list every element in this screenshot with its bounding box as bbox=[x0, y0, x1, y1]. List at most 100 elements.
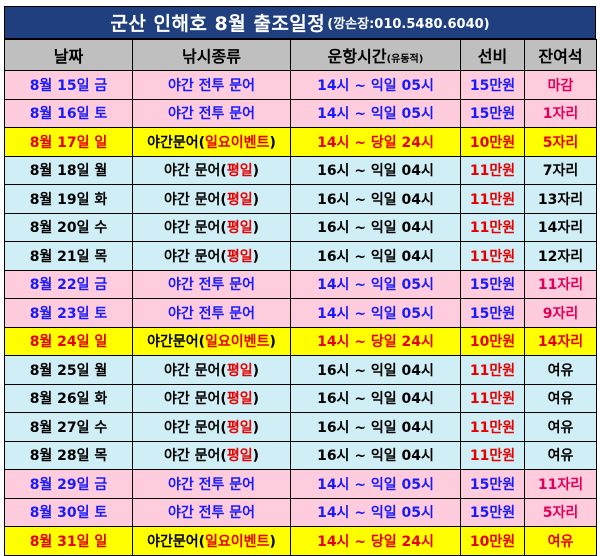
row-type-suffix: ) bbox=[252, 191, 259, 208]
table-row: 8월 26일 화 야간 문어(평일) 16시 ~ 익일 04시 11만원 여유 bbox=[4, 383, 597, 413]
row-type-text: 야간 전투 문어 bbox=[167, 77, 256, 94]
row-fishing-type: 야간 문어(평일) bbox=[132, 212, 291, 242]
row-operating-hours: 16시 ~ 익일 04시 bbox=[290, 155, 461, 185]
table-row: 8월 21일 목 야간 문어(평일) 16시 ~ 익일 04시 11만원 12자리 bbox=[4, 241, 597, 271]
row-type-text: 야간 문어( bbox=[164, 191, 227, 208]
row-operating-hours: 16시 ~ 익일 04시 bbox=[290, 355, 461, 385]
row-fee: 11만원 bbox=[460, 383, 525, 413]
table-row: 8월 31일 일 야간문어(일요이벤트) 14시 ~ 당일 24시 10만원 여유 bbox=[4, 526, 597, 556]
row-remaining-seats: 11자리 bbox=[524, 469, 597, 499]
table-row: 8월 22일 금 야간 전투 문어 14시 ~ 익일 05시 15만원 11자리 bbox=[4, 269, 597, 299]
row-date: 8월 19일 화 bbox=[4, 184, 133, 214]
row-operating-hours: 14시 ~ 당일 24시 bbox=[290, 326, 461, 356]
row-fishing-type: 야간문어(일요이벤트) bbox=[132, 326, 291, 356]
row-date: 8월 18일 월 bbox=[4, 155, 133, 185]
row-operating-hours: 16시 ~ 익일 04시 bbox=[290, 184, 461, 214]
row-remaining-seats: 여유 bbox=[524, 355, 597, 385]
row-type-suffix: ) bbox=[252, 419, 259, 436]
row-date: 8월 20일 수 bbox=[4, 212, 133, 242]
row-fishing-type: 야간 전투 문어 bbox=[132, 497, 291, 527]
header-fishing-type: 낚시종류 bbox=[132, 39, 291, 71]
row-type-suffix: ) bbox=[252, 163, 259, 180]
row-remaining-seats: 5자리 bbox=[524, 127, 597, 157]
row-type-highlight: 평일 bbox=[226, 419, 253, 436]
row-date: 8월 15일 금 bbox=[4, 70, 133, 100]
row-remaining-seats: 마감 bbox=[524, 70, 597, 100]
row-date: 8월 23일 토 bbox=[4, 298, 133, 328]
row-type-text: 야간 전투 문어 bbox=[167, 106, 256, 123]
row-operating-hours: 14시 ~ 익일 05시 bbox=[290, 298, 461, 328]
row-type-suffix: ) bbox=[252, 220, 259, 237]
header-fee: 선비 bbox=[460, 39, 525, 71]
schedule-title-bar: 군산 인해호 8월 출조일정 (깡손장:010.5480.6040) bbox=[4, 6, 596, 39]
row-fishing-type: 야간 문어(평일) bbox=[132, 184, 291, 214]
table-row: 8월 18일 월 야간 문어(평일) 16시 ~ 익일 04시 11만원 7자리 bbox=[4, 155, 597, 185]
row-type-text: 야간 전투 문어 bbox=[167, 277, 256, 294]
row-type-highlight: 평일 bbox=[226, 248, 253, 265]
row-remaining-seats: 14자리 bbox=[524, 326, 597, 356]
contact-phone: (깡손장:010.5480.6040) bbox=[327, 17, 490, 32]
row-remaining-seats: 여유 bbox=[524, 526, 597, 556]
row-fishing-type: 야간 문어(평일) bbox=[132, 355, 291, 385]
row-remaining-seats: 7자리 bbox=[524, 155, 597, 185]
row-operating-hours: 14시 ~ 당일 24시 bbox=[290, 526, 461, 556]
row-fishing-type: 야간 문어(평일) bbox=[132, 241, 291, 271]
table-row: 8월 29일 금 야간 전투 문어 14시 ~ 익일 05시 15만원 11자리 bbox=[4, 469, 597, 499]
table-row: 8월 27일 수 야간 문어(평일) 16시 ~ 익일 04시 11만원 여유 bbox=[4, 412, 597, 442]
row-date: 8월 21일 목 bbox=[4, 241, 133, 271]
row-date: 8월 25일 월 bbox=[4, 355, 133, 385]
row-fee: 11만원 bbox=[460, 412, 525, 442]
row-fee: 11만원 bbox=[460, 241, 525, 271]
row-fee: 15만원 bbox=[460, 98, 525, 128]
row-fishing-type: 야간 문어(평일) bbox=[132, 412, 291, 442]
row-remaining-seats: 여유 bbox=[524, 412, 597, 442]
row-fishing-type: 야간 전투 문어 bbox=[132, 469, 291, 499]
row-fishing-type: 야간 전투 문어 bbox=[132, 98, 291, 128]
row-type-text: 야간 문어( bbox=[164, 163, 227, 180]
table-header-row: 날짜 낚시종류 운항시간(유동적) 선비 잔여석 bbox=[4, 39, 597, 71]
row-operating-hours: 14시 ~ 당일 24시 bbox=[290, 127, 461, 157]
row-type-text: 야간 문어( bbox=[164, 448, 227, 465]
row-type-highlight: 평일 bbox=[226, 448, 253, 465]
row-type-text: 야간 전투 문어 bbox=[167, 305, 256, 322]
header-date: 날짜 bbox=[4, 39, 133, 71]
row-fee: 10만원 bbox=[460, 326, 525, 356]
row-type-highlight: 평일 bbox=[226, 191, 253, 208]
table-row: 8월 24일 일 야간문어(일요이벤트) 14시 ~ 당일 24시 10만원 14자리 bbox=[4, 326, 597, 356]
row-fishing-type: 야간문어(일요이벤트) bbox=[132, 526, 291, 556]
table-row: 8월 25일 월 야간 문어(평일) 16시 ~ 익일 04시 11만원 여유 bbox=[4, 355, 597, 385]
table-row: 8월 16일 토 야간 전투 문어 14시 ~ 익일 05시 15만원 1자리 bbox=[4, 98, 597, 128]
row-fishing-type: 야간 전투 문어 bbox=[132, 269, 291, 299]
row-fee: 11만원 bbox=[460, 155, 525, 185]
row-type-suffix: ) bbox=[252, 362, 259, 379]
row-fee: 10만원 bbox=[460, 526, 525, 556]
row-operating-hours: 16시 ~ 익일 04시 bbox=[290, 412, 461, 442]
row-fishing-type: 야간 전투 문어 bbox=[132, 70, 291, 100]
row-operating-hours: 16시 ~ 익일 04시 bbox=[290, 383, 461, 413]
row-type-suffix: ) bbox=[252, 248, 259, 265]
row-date: 8월 28일 목 bbox=[4, 440, 133, 470]
row-date: 8월 29일 금 bbox=[4, 469, 133, 499]
row-operating-hours: 14시 ~ 익일 05시 bbox=[290, 98, 461, 128]
row-date: 8월 30일 토 bbox=[4, 497, 133, 527]
row-fishing-type: 야간 전투 문어 bbox=[132, 298, 291, 328]
row-type-text: 야간문어( bbox=[147, 334, 206, 351]
row-operating-hours: 14시 ~ 익일 05시 bbox=[290, 269, 461, 299]
row-remaining-seats: 11자리 bbox=[524, 269, 597, 299]
header-remaining-seats: 잔여석 bbox=[524, 39, 597, 71]
row-operating-hours: 16시 ~ 익일 04시 bbox=[290, 241, 461, 271]
row-type-suffix: ) bbox=[252, 448, 259, 465]
row-fee: 11만원 bbox=[460, 355, 525, 385]
row-remaining-seats: 여유 bbox=[524, 440, 597, 470]
row-type-highlight: 평일 bbox=[226, 163, 253, 180]
table-row: 8월 30일 토 야간 전투 문어 14시 ~ 익일 05시 15만원 5자리 bbox=[4, 497, 597, 527]
row-type-text: 야간문어( bbox=[147, 533, 206, 550]
row-type-suffix: ) bbox=[269, 134, 276, 151]
schedule-sheet: 군산 인해호 8월 출조일정 (깡손장:010.5480.6040) 날짜 낚시… bbox=[4, 6, 597, 556]
row-fee: 10만원 bbox=[460, 127, 525, 157]
table-row: 8월 23일 토 야간 전투 문어 14시 ~ 익일 05시 15만원 9자리 bbox=[4, 298, 597, 328]
row-operating-hours: 14시 ~ 익일 05시 bbox=[290, 70, 461, 100]
row-remaining-seats: 12자리 bbox=[524, 241, 597, 271]
row-remaining-seats: 1자리 bbox=[524, 98, 597, 128]
